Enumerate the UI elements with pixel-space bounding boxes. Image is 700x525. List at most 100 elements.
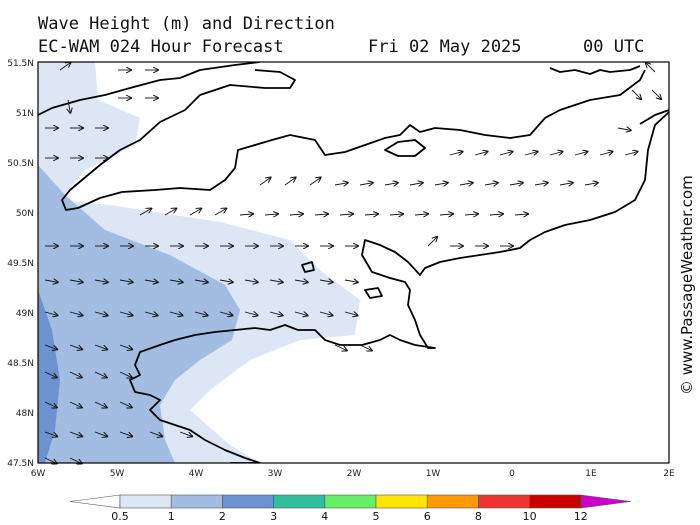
wave-direction-arrow <box>534 183 548 185</box>
wave-direction-arrow <box>119 401 132 408</box>
wave-direction-arrow <box>549 152 563 155</box>
wave-direction-arrow <box>524 152 538 155</box>
wave-direction-arrow <box>364 214 378 215</box>
legend-swatch <box>375 494 428 509</box>
wave-direction-arrow <box>344 312 358 315</box>
wave-direction-arrow <box>514 214 528 215</box>
wave-direction-arrow <box>389 214 403 215</box>
lat-label-49n: 49N <box>16 309 34 319</box>
wave-direction-arrow <box>69 401 82 408</box>
wave-direction-arrow <box>651 89 661 99</box>
lon-label-3w: 3W <box>268 469 283 479</box>
wave-direction-arrow <box>617 128 631 130</box>
lon-label-6w: 6W <box>31 469 46 479</box>
wave-direction-arrow <box>69 371 82 378</box>
wave-direction-arrow <box>94 431 107 436</box>
wave-direction-arrow <box>169 280 183 282</box>
lat-label-51n: 51N <box>16 109 34 119</box>
wave-direction-arrow <box>434 183 448 185</box>
lat-label-49-5n: 49.5N <box>7 259 34 269</box>
wave-direction-arrow <box>219 312 233 315</box>
wave-direction-arrow <box>214 209 226 216</box>
wave-direction-arrow <box>44 344 57 349</box>
wave-direction-arrows <box>44 63 661 464</box>
wave-direction-arrow <box>259 178 271 186</box>
lon-label-2w: 2W <box>347 469 362 479</box>
legend-swatches <box>69 494 631 509</box>
legend-label: 5 <box>373 510 380 523</box>
wave-direction-arrow <box>414 214 428 215</box>
wave-direction-arrow <box>69 280 83 282</box>
wave-direction-arrow <box>69 344 82 349</box>
map-title: Wave Height (m) and Direction <box>38 14 335 34</box>
wave-direction-arrow <box>119 431 132 436</box>
lon-label-1e: 1E <box>585 469 597 479</box>
legend-over-arrow <box>580 494 631 509</box>
wave-direction-arrow <box>68 99 70 113</box>
wave-direction-arrow <box>94 280 108 282</box>
legend-labels: 0.5 1 2 3 4 5 6 8 10 12 <box>111 510 588 523</box>
forecast-time: 00 UTC <box>583 37 645 57</box>
wave-direction-arrow <box>189 209 201 216</box>
wave-direction-arrow <box>584 183 598 185</box>
wave-direction-arrow <box>119 344 132 349</box>
wave-direction-arrow <box>646 63 656 73</box>
legend-label: 4 <box>321 510 328 523</box>
wave-height-fill <box>38 62 669 463</box>
wave-direction-arrow <box>239 214 253 215</box>
wave-direction-arrow <box>149 431 162 436</box>
legend-label: 6 <box>424 510 431 523</box>
wave-direction-arrow <box>59 63 71 71</box>
wave-direction-arrow <box>314 214 328 215</box>
wave-direction-arrow <box>624 152 638 155</box>
forecast-date: Fri 02 May 2025 <box>368 37 522 57</box>
wave-direction-arrow <box>334 344 347 351</box>
wave-direction-arrow <box>631 89 641 99</box>
wave-direction-arrow <box>289 214 303 215</box>
legend-swatch <box>273 494 326 509</box>
wave-direction-arrow <box>294 312 308 315</box>
wave-direction-arrow <box>119 312 133 315</box>
legend-label: 2 <box>219 510 226 523</box>
wave-direction-arrow <box>144 280 158 282</box>
lon-label-1w: 1W <box>426 469 441 479</box>
legend-swatch <box>324 494 377 509</box>
wave-direction-arrow <box>319 280 333 282</box>
wave-direction-arrow <box>44 371 57 378</box>
wave-direction-arrow <box>139 209 151 216</box>
map-header: Wave Height (m) and Direction EC-WAM 024… <box>38 12 668 62</box>
lon-label-0: 0 <box>509 469 515 479</box>
channel-island-jersey <box>364 287 383 299</box>
lon-axis: 6W 5W 4W 3W 2W 1W 0 1E 2E <box>31 469 675 479</box>
wave-direction-arrow <box>269 312 283 315</box>
forecast-model: EC-WAM 024 Hour Forecast <box>38 37 284 57</box>
wave-direction-arrow <box>284 178 296 186</box>
lat-label-48-5n: 48.5N <box>7 359 34 369</box>
lon-label-4w: 4W <box>189 469 204 479</box>
credit-watermark: © www.PassageWeather.com <box>678 175 696 395</box>
wave-direction-arrow <box>474 152 488 155</box>
wave-direction-arrow <box>359 183 373 185</box>
legend-label: 0.5 <box>111 510 129 523</box>
color-legend: 0.5 1 2 3 4 5 6 8 10 12 <box>69 494 631 523</box>
wave-direction-arrow <box>559 183 573 185</box>
lat-label-50n: 50N <box>16 209 34 219</box>
wave-direction-arrow <box>119 280 133 282</box>
wave-direction-arrow <box>574 152 588 155</box>
map-frame <box>37 61 670 464</box>
wave-direction-arrow <box>384 183 398 185</box>
lon-label-5w: 5W <box>110 469 125 479</box>
wave-direction-arrow <box>344 280 358 282</box>
lon-label-2e: 2E <box>663 469 675 479</box>
legend-label: 1 <box>168 510 175 523</box>
wave-direction-arrow <box>319 312 333 315</box>
wave-direction-arrow <box>449 152 463 155</box>
wave-direction-arrow <box>269 280 283 282</box>
wave-direction-arrow <box>194 280 208 282</box>
legend-label: 8 <box>475 510 482 523</box>
wave-direction-arrow <box>359 344 372 351</box>
wave-direction-arrow <box>489 214 503 215</box>
wave-direction-arrow <box>44 431 57 436</box>
wave-direction-arrow <box>44 401 57 408</box>
wave-direction-arrow <box>119 371 132 378</box>
